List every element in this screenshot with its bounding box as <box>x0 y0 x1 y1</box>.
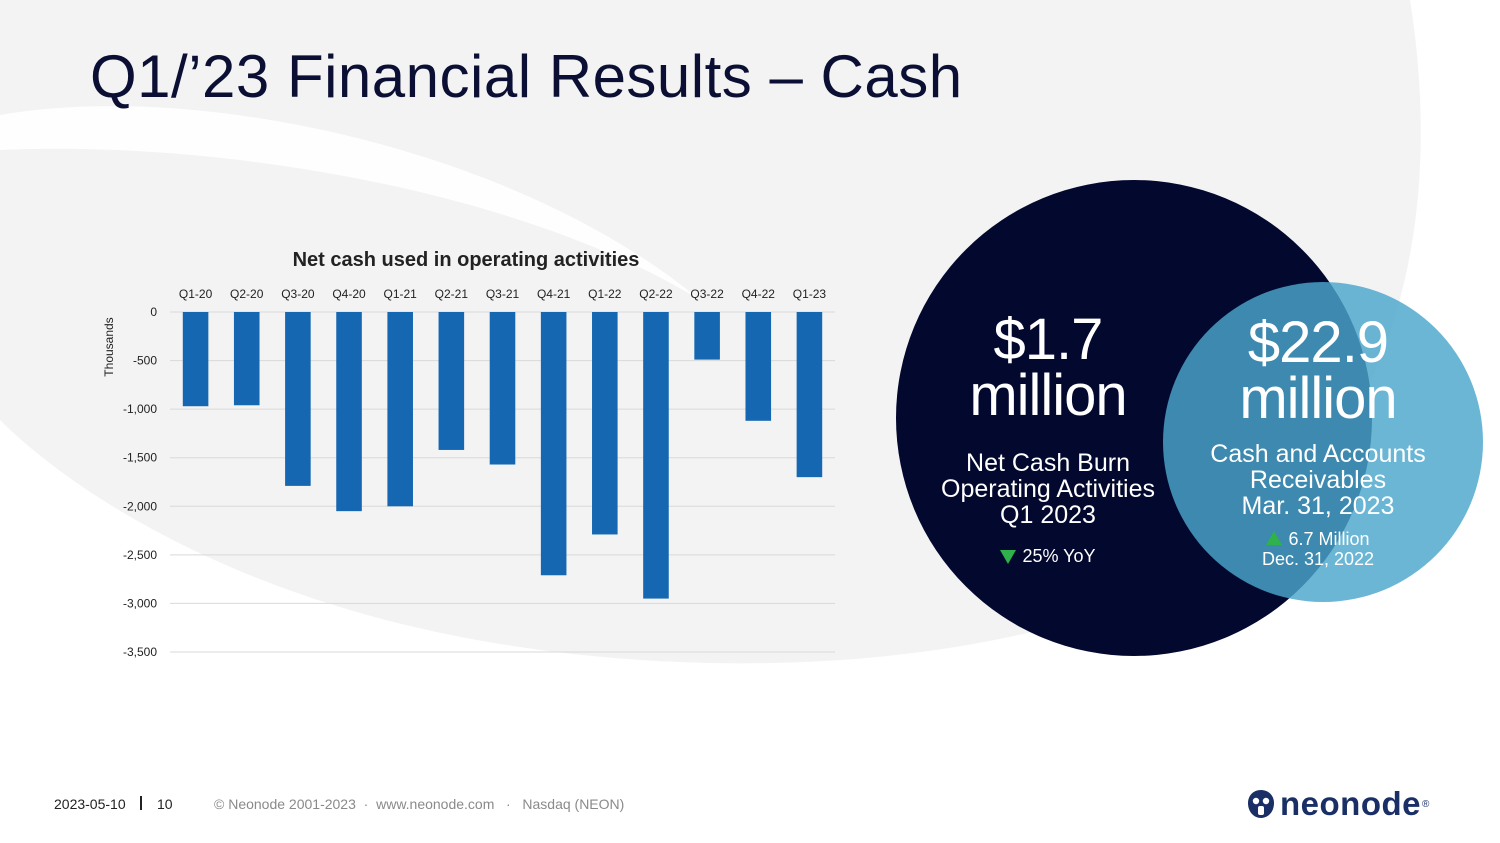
y-tick-label: 0 <box>150 305 157 319</box>
net-cash-burn-stat: $1.7 million Net Cash Burn Operating Act… <box>900 307 1196 567</box>
cash-desc-line2: Receivables <box>1249 466 1387 494</box>
bar <box>540 312 567 576</box>
y-tick-label: -1,500 <box>123 451 157 465</box>
cash-value-line1: $22.9 <box>1247 310 1389 375</box>
bar <box>592 312 618 535</box>
category-label: Q1-22 <box>588 287 622 301</box>
category-label: Q3-21 <box>486 287 520 301</box>
burn-change-text: 25% YoY <box>1022 546 1096 566</box>
bar <box>285 312 311 486</box>
y-tick-label: -3,500 <box>123 645 157 659</box>
category-label: Q4-22 <box>742 287 776 301</box>
bar <box>643 312 669 599</box>
cash-value-line2: million <box>1239 366 1397 431</box>
y-tick-label: -500 <box>133 354 157 368</box>
y-tick-label: -2,500 <box>123 548 157 562</box>
footer-copyright: © Neonode 2001-2023 · www.neonode.com · … <box>214 796 625 812</box>
category-labels: Q1-20 Q2-20 Q3-20 Q4-20 Q1-21 Q2-21 Q3-21 Q4-21… <box>179 287 827 301</box>
page-title: Q1/’23 Financial Results – Cash <box>90 43 963 110</box>
category-label: Q4-20 <box>332 287 366 301</box>
cash-change-line1: 6.7 Million <box>1288 529 1370 549</box>
up-arrow-icon <box>1266 531 1283 545</box>
bar <box>745 312 772 421</box>
bar <box>489 312 516 465</box>
bar <box>438 312 465 450</box>
category-label: Q1-23 <box>793 287 827 301</box>
bar <box>694 312 720 360</box>
neonode-logo-icon <box>1248 790 1274 818</box>
category-label: Q4-21 <box>537 287 571 301</box>
cash-change: 6.7 Million <box>1182 529 1454 549</box>
cash-receivables-stat: $22.9 million Cash and Accounts Receivab… <box>1182 310 1454 570</box>
footer: 2023-05-10 10 © Neonode 2001-2023 · www.… <box>0 792 1500 822</box>
footer-separator <box>140 796 142 810</box>
bar <box>182 312 209 407</box>
category-label: Q2-21 <box>435 287 469 301</box>
neonode-logo: neonode ® <box>1246 785 1430 822</box>
burn-change: 25% YoY <box>900 546 1196 566</box>
cash-desc-line3: Mar. 31, 2023 <box>1241 492 1395 520</box>
y-tick-label: -1,000 <box>123 402 157 416</box>
y-tick-labels: 0 -500 -1,000 -1,500 -2,000 -2,500 -3,000 -3,50… <box>123 305 157 659</box>
category-label: Q1-20 <box>179 287 213 301</box>
y-tick-label: -3,000 <box>123 596 157 610</box>
burn-desc-line1: Net Cash Burn <box>966 449 1130 477</box>
bars <box>182 312 823 599</box>
logo-wordmark: neonode <box>1280 785 1421 822</box>
cash-circle <box>1163 282 1483 602</box>
y-tick-label: -2,000 <box>123 499 157 513</box>
cash-desc-line1: Cash and Accounts <box>1210 440 1426 468</box>
bar <box>796 312 823 478</box>
footer-page-number: 10 <box>157 796 173 812</box>
y-axis-label: Thousands <box>102 317 116 376</box>
category-label: Q2-20 <box>230 287 264 301</box>
down-arrow-icon <box>1000 550 1017 564</box>
burn-desc-line3: Q1 2023 <box>1000 501 1096 529</box>
cash-change-line2: Dec. 31, 2022 <box>1261 549 1375 569</box>
burn-value-line2: million <box>969 363 1127 428</box>
chart-title: Net cash used in operating activities <box>293 249 640 271</box>
bar <box>336 312 362 512</box>
footer-date: 2023-05-10 <box>54 796 126 812</box>
burn-value-line1: $1.7 <box>993 307 1104 372</box>
category-label: Q3-20 <box>281 287 315 301</box>
bar <box>233 312 260 406</box>
bar <box>387 312 413 507</box>
burn-desc-line2: Operating Activities <box>941 475 1155 503</box>
category-label: Q2-22 <box>639 287 673 301</box>
logo-registered-mark: ® <box>1422 798 1430 810</box>
category-label: Q1-21 <box>384 287 418 301</box>
category-label: Q3-22 <box>690 287 724 301</box>
